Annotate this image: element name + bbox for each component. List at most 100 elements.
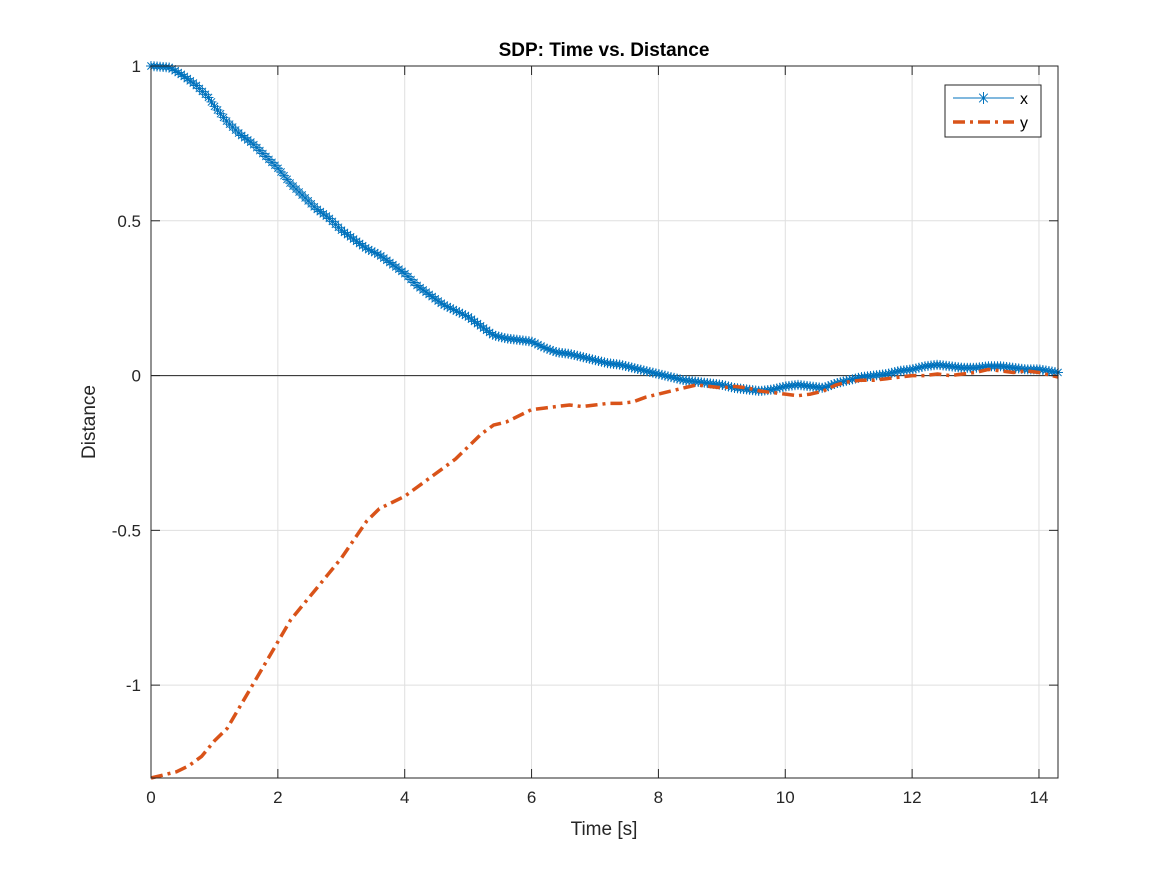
marker-stroke [627, 363, 636, 372]
marker-stroke [537, 342, 545, 351]
ticks: 0 2 4 6 8 10 12 14 1 0.5 0 -0.5 -1 [112, 57, 1058, 807]
data-point-marker [463, 311, 474, 322]
marker-stroke [385, 258, 394, 267]
marker-stroke [527, 337, 536, 346]
marker-stroke [373, 250, 382, 259]
series-group [146, 61, 1063, 780]
marker-stroke [388, 260, 397, 269]
series-markers-x [146, 61, 1063, 396]
data-point-marker [454, 307, 465, 318]
x-axis-label: Time [s] [571, 819, 638, 840]
marker-stroke [842, 376, 851, 385]
marker-stroke [654, 370, 663, 379]
data-point-marker [977, 92, 990, 104]
marker-stroke [887, 368, 896, 377]
marker-stroke [917, 363, 926, 371]
marker-stroke [313, 205, 322, 214]
marker-stroke [376, 251, 385, 260]
marker-stroke [657, 370, 666, 379]
chart-title: SDP: Time vs. Distance [499, 40, 710, 61]
x-tick-label: 10 [776, 788, 795, 807]
x-tick-label: 14 [1030, 788, 1049, 807]
marker-stroke [428, 292, 437, 301]
marker-stroke [540, 343, 548, 352]
marker-stroke [464, 313, 473, 321]
marker-stroke [183, 74, 192, 83]
plot-frame [150, 65, 1059, 779]
legend-box [944, 84, 1042, 138]
marker-stroke [343, 230, 352, 239]
marker-stroke [349, 235, 358, 244]
legend-label-x: x [1020, 91, 1028, 108]
marker-stroke [470, 317, 479, 326]
marker-stroke [531, 339, 539, 348]
marker-stroke [461, 311, 470, 320]
marker-stroke [467, 315, 476, 324]
marker-stroke [391, 263, 400, 271]
marker-stroke [367, 247, 376, 256]
marker-stroke [413, 281, 422, 290]
marker-stroke [177, 70, 186, 79]
marker-stroke [615, 360, 624, 369]
marker-stroke [621, 362, 630, 370]
marker-stroke [564, 349, 573, 358]
marker-stroke [848, 375, 857, 384]
marker-stroke [579, 353, 588, 362]
marker-stroke [651, 369, 660, 378]
marker-stroke [352, 237, 361, 246]
marker-stroke [494, 332, 503, 341]
marker-stroke [382, 256, 391, 265]
marker-stroke [425, 290, 434, 299]
marker-stroke [676, 375, 685, 384]
x-tick-label: 12 [903, 788, 922, 807]
marker-stroke [346, 232, 355, 241]
marker-stroke [851, 374, 860, 383]
marker-stroke [524, 337, 533, 346]
marker-stroke [473, 319, 482, 328]
y-tick-label: 1 [132, 57, 141, 76]
marker-stroke [491, 331, 500, 340]
marker-stroke [171, 66, 180, 75]
marker-stroke [911, 364, 920, 373]
marker-stroke [316, 207, 325, 216]
marker-stroke [769, 385, 778, 394]
marker-stroke [485, 328, 494, 337]
marker-stroke [778, 383, 787, 391]
marker-stroke [180, 72, 189, 81]
marker-stroke [636, 365, 645, 374]
marker-stroke [673, 374, 682, 383]
x-tick-label: 6 [527, 788, 536, 807]
marker-stroke [775, 383, 784, 392]
marker-stroke [358, 241, 367, 250]
data-point-marker [596, 356, 607, 367]
marker-stroke [340, 228, 349, 237]
y-tick-label: 0 [132, 367, 141, 386]
marker-stroke [379, 254, 388, 263]
marker-stroke [207, 97, 216, 106]
marker-stroke [591, 356, 600, 365]
series-line-y [150, 367, 1059, 780]
marker-stroke [718, 381, 727, 389]
marker-stroke [458, 309, 467, 318]
marker-stroke [186, 76, 195, 85]
data-point-marker [460, 310, 471, 321]
marker-stroke [364, 245, 373, 254]
marker-stroke [567, 350, 576, 359]
y-tick-label: -1 [126, 676, 141, 695]
marker-stroke [243, 135, 252, 144]
legend-label-y: y [1020, 115, 1028, 132]
legend[interactable]: x y [944, 84, 1042, 138]
y-tick-label: -0.5 [112, 521, 141, 540]
marker-stroke [476, 321, 485, 330]
marker-stroke [204, 93, 213, 102]
marker-stroke [630, 364, 639, 373]
marker-stroke [661, 371, 669, 380]
marker-stroke [534, 340, 542, 349]
marker-stroke [648, 368, 657, 377]
marker-stroke [497, 333, 506, 342]
marker-stroke [455, 308, 464, 317]
marker-stroke [440, 301, 449, 310]
marker-stroke [174, 68, 183, 77]
marker-stroke [585, 354, 594, 363]
